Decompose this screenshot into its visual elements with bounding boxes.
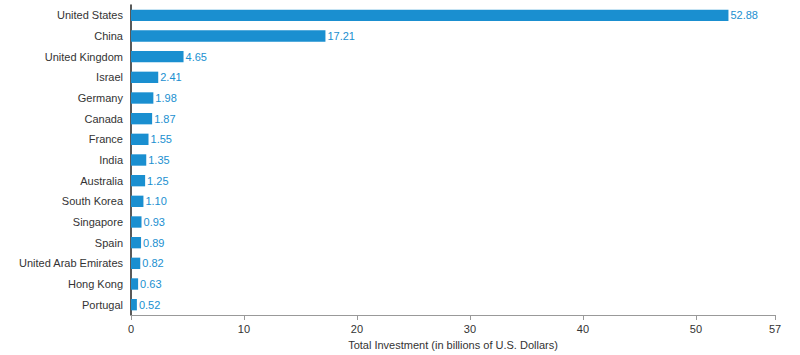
svg-text:Canada: Canada: [84, 113, 123, 125]
svg-text:0.89: 0.89: [143, 237, 164, 249]
svg-text:Germany: Germany: [78, 92, 124, 104]
svg-text:South Korea: South Korea: [62, 195, 124, 207]
svg-text:Singapore: Singapore: [73, 216, 123, 228]
svg-text:52.88: 52.88: [730, 9, 758, 21]
svg-text:India: India: [99, 154, 124, 166]
svg-text:1.98: 1.98: [155, 92, 176, 104]
svg-text:50: 50: [690, 323, 702, 335]
svg-text:20: 20: [351, 323, 363, 335]
svg-text:United Arab Emirates: United Arab Emirates: [19, 257, 123, 269]
svg-text:17.21: 17.21: [327, 30, 355, 42]
svg-text:United States: United States: [57, 9, 124, 21]
svg-text:Portugal: Portugal: [82, 299, 123, 311]
svg-text:1.10: 1.10: [145, 195, 166, 207]
svg-text:Australia: Australia: [80, 175, 124, 187]
svg-text:1.35: 1.35: [148, 154, 169, 166]
svg-text:Hong Kong: Hong Kong: [68, 278, 123, 290]
svg-text:United Kingdom: United Kingdom: [45, 51, 123, 63]
svg-text:China: China: [94, 30, 124, 42]
svg-text:1.25: 1.25: [147, 175, 168, 187]
svg-text:40: 40: [577, 323, 589, 335]
svg-text:0.63: 0.63: [140, 278, 161, 290]
svg-text:10: 10: [238, 323, 250, 335]
svg-text:Spain: Spain: [95, 237, 123, 249]
svg-text:0.93: 0.93: [144, 216, 165, 228]
svg-text:1.87: 1.87: [154, 113, 175, 125]
svg-text:57: 57: [769, 323, 781, 335]
svg-text:4.65: 4.65: [186, 51, 207, 63]
svg-text:0.52: 0.52: [139, 299, 160, 311]
svg-text:30: 30: [464, 323, 476, 335]
svg-text:0: 0: [128, 323, 134, 335]
svg-text:0.82: 0.82: [142, 257, 163, 269]
svg-text:France: France: [89, 133, 123, 145]
svg-text:1.55: 1.55: [151, 133, 172, 145]
svg-text:Total Investment (in billions: Total Investment (in billions of U.S. Do…: [348, 339, 558, 351]
svg-text:Israel: Israel: [96, 71, 123, 83]
svg-text:2.41: 2.41: [160, 71, 181, 83]
